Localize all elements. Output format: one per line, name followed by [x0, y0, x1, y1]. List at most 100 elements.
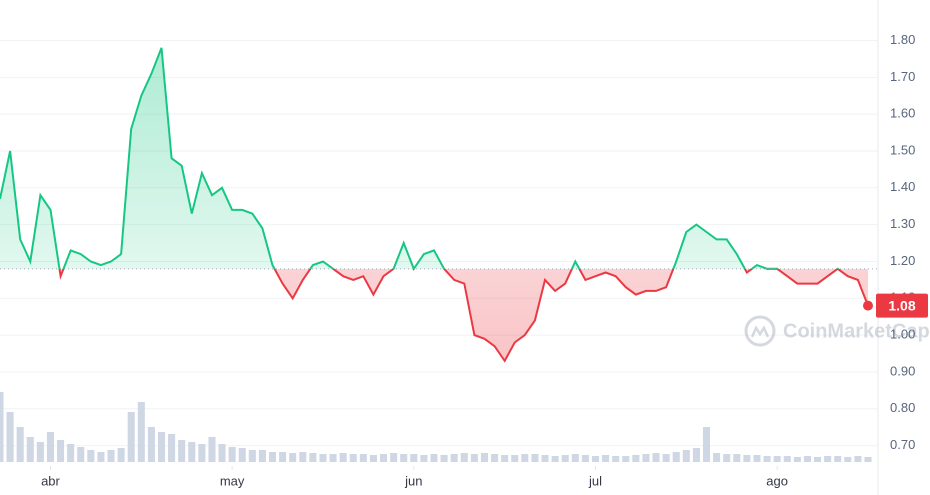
y-tick-label: 0.90 [890, 363, 915, 378]
volume-bar [733, 454, 741, 462]
y-tick-label: 1.70 [890, 69, 915, 84]
volume-bar [319, 454, 327, 462]
volume-bar [26, 437, 34, 462]
price-badge-label: 1.08 [888, 297, 915, 313]
volume-bar [672, 452, 680, 462]
volume-bar [268, 452, 277, 462]
plot [0, 47, 878, 363]
volume-bar [147, 427, 155, 462]
volume-bar [682, 450, 690, 462]
last-point [863, 300, 873, 311]
volume-bar [309, 453, 317, 462]
volume-bar [57, 440, 65, 462]
volume-bar [339, 453, 347, 462]
volume-bar [864, 457, 872, 462]
y-tick-label: 1.60 [890, 106, 915, 121]
y-tick-label: 1.80 [890, 32, 915, 47]
volume-bar [6, 412, 14, 462]
volume-bar [218, 444, 226, 462]
volume-bar [359, 454, 367, 462]
volume-bar [349, 454, 357, 462]
volume-bar [410, 454, 418, 462]
volume-bar [168, 434, 176, 462]
volume-bar [511, 455, 519, 462]
y-tick-label: 0.70 [890, 437, 915, 452]
volume-bar [107, 450, 115, 462]
volume-bar [803, 456, 811, 462]
watermark: CoinMarketCap [744, 315, 930, 347]
volume-bar [67, 444, 75, 462]
price-badge [876, 293, 928, 318]
axis: 0.700.800.901.001.101.201.301.401.501.60… [41, 32, 928, 488]
volume-bar [127, 412, 135, 462]
volume-bar [642, 454, 650, 462]
volume-bar [581, 455, 589, 462]
volume-bar [521, 454, 529, 462]
volume-bar [238, 448, 246, 462]
volume-bar [753, 455, 761, 462]
volume-bar [46, 432, 54, 462]
y-tick-label: 1.00 [890, 327, 915, 342]
volume-bar [299, 452, 307, 462]
volume-bar [420, 455, 428, 462]
volume [0, 392, 872, 462]
volume-bar [632, 455, 640, 462]
volume-bar [198, 444, 206, 462]
volume-bar [723, 454, 731, 462]
volume-bar [652, 453, 660, 462]
x-tick-label: ago [766, 473, 788, 488]
volume-bar [612, 456, 620, 462]
y-tick-label: 0.80 [890, 400, 915, 415]
volume-bar [380, 454, 388, 462]
volume-bar [369, 455, 377, 462]
x-tick-label: may [220, 473, 245, 488]
volume-bar [602, 455, 610, 462]
x-tick-label: abr [41, 473, 60, 488]
volume-bar [178, 440, 186, 462]
volume-bar [279, 452, 287, 462]
watermark-logo [744, 315, 776, 347]
volume-bar [743, 455, 751, 462]
volume-bar [854, 456, 862, 462]
volume-bar [400, 454, 408, 462]
volume-bar [591, 456, 600, 462]
volume-bar [117, 448, 125, 462]
volume-bar [824, 456, 832, 462]
volume-bar [137, 402, 145, 462]
volume-bar [541, 455, 549, 462]
volume-bar [702, 427, 711, 462]
volume-bar [501, 455, 509, 462]
y-tick-label: 1.20 [890, 253, 915, 268]
volume-bar [0, 392, 4, 462]
watermark-logo-mark [750, 325, 770, 338]
volume-bar [289, 453, 297, 462]
price-line-above [0, 47, 840, 269]
volume-bar [228, 447, 236, 462]
volume-bar [814, 457, 822, 462]
volume-bar [551, 456, 559, 462]
volume-bar [571, 454, 579, 462]
volume-bar [36, 442, 44, 462]
volume-bar [87, 450, 95, 462]
volume-bar [662, 454, 670, 462]
volume-bar [97, 452, 105, 462]
volume-bar [844, 457, 852, 462]
volume-bar [208, 437, 216, 462]
volume-bar [77, 447, 85, 462]
volume-bar [470, 454, 478, 462]
volume-bar [440, 455, 448, 462]
area-above [0, 47, 868, 269]
x-tick-label: jul [588, 473, 602, 488]
volume-bar [773, 456, 781, 462]
volume-bar [430, 454, 438, 462]
volume-bar [16, 427, 24, 462]
volume-bar [258, 450, 266, 462]
volume-bar [188, 442, 196, 462]
volume-bar [692, 448, 700, 462]
volume-bar [450, 454, 458, 462]
volume-bar [531, 454, 539, 462]
volume-bar [248, 450, 256, 462]
volume-bar [713, 453, 721, 462]
volume-bar [480, 453, 488, 462]
